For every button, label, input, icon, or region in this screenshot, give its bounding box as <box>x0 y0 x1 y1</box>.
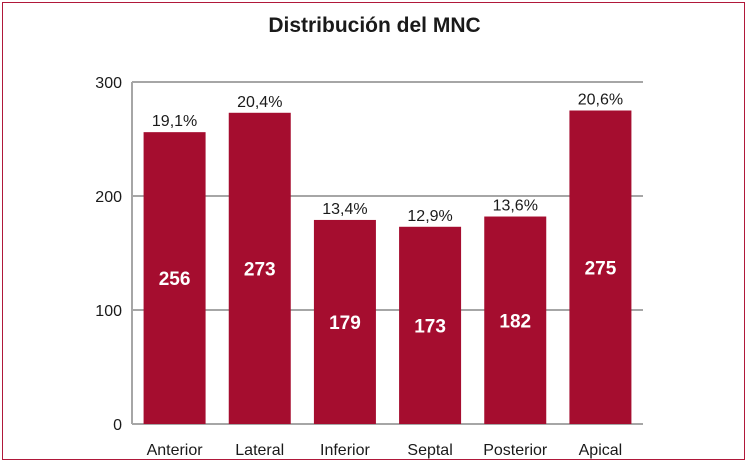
x-tick-label: Posterior <box>483 442 548 459</box>
percent-label: 19,1% <box>152 113 197 130</box>
bar <box>313 219 376 424</box>
value-label: 179 <box>329 313 361 334</box>
bar <box>484 216 547 424</box>
percent-label: 20,4% <box>237 94 282 111</box>
percent-label: 13,4% <box>322 201 367 218</box>
y-tick-label: 0 <box>113 417 122 434</box>
chart-title: Distribución del MNC <box>268 14 481 37</box>
bar <box>143 132 206 424</box>
x-tick-label: Septal <box>407 442 452 459</box>
value-label: 182 <box>499 311 531 332</box>
value-label: 275 <box>585 258 617 279</box>
value-label: 173 <box>414 316 446 337</box>
x-tick-label: Apical <box>579 442 623 459</box>
bar <box>399 226 462 424</box>
percent-label: 12,9% <box>407 208 452 225</box>
percent-label: 20,6% <box>578 92 623 109</box>
y-tick-label: 200 <box>95 189 122 206</box>
value-label: 273 <box>244 259 276 280</box>
y-tick-label: 100 <box>95 303 122 320</box>
x-tick-label: Lateral <box>235 442 284 459</box>
percent-label: 13,6% <box>493 198 538 215</box>
x-tick-label: Anterior <box>147 442 204 459</box>
y-tick-label: 300 <box>95 75 122 92</box>
x-tick-label: Inferior <box>320 442 370 459</box>
bar <box>228 112 291 424</box>
bar <box>569 110 632 424</box>
value-label: 256 <box>159 269 191 290</box>
